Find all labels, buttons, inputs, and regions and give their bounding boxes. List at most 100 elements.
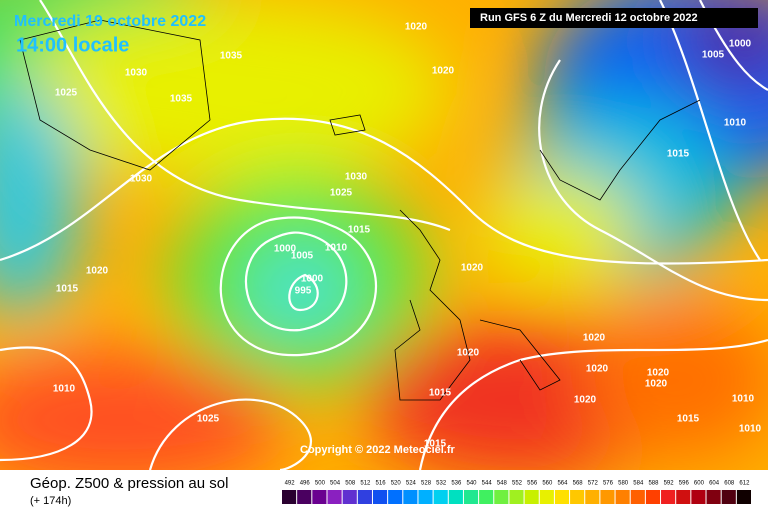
scale-swatch [297,490,312,504]
scale-swatch [585,490,600,504]
scale-swatch [418,490,433,504]
scale-label: 492 [285,481,296,487]
isobar-label: 995 [295,286,312,297]
scale-label: 496 [300,481,311,487]
scale-swatch [494,490,509,504]
isobar-label: 1025 [197,414,220,425]
scale-swatch [554,490,570,504]
isobar-label: 1020 [405,22,428,33]
isobar-label: 1025 [55,88,78,99]
scale-label: 548 [497,481,508,487]
scale-label: 516 [376,481,387,487]
isobar-label: 1020 [645,379,668,390]
isobar-label: 1020 [461,263,484,274]
scale-swatch [721,490,736,504]
isobar-label: 1010 [732,394,755,405]
isobar-label: 1015 [677,414,700,425]
scale-label: 600 [694,481,705,487]
scale-swatch [433,490,448,504]
scale-label: 508 [345,481,356,487]
scale-swatch [600,490,615,504]
isobar-label: 1035 [220,51,243,62]
scale-swatch [661,490,676,504]
color-scale: 492 496 500 504 508 512 516 520 524 528 532 536 540 5… [282,481,751,504]
scale-swatch [509,490,524,504]
isobar-label: 1005 [291,251,314,262]
scale-swatch [372,490,388,504]
scale-label: 524 [406,481,417,487]
scale-label: 592 [664,481,675,487]
scale-swatch [448,490,463,504]
scale-swatch [630,490,645,504]
isobar-label: 1015 [667,149,690,160]
scale-label: 544 [482,481,493,487]
isobar-label: 1020 [586,364,609,375]
isobar-label: 1030 [125,68,148,79]
scale-swatch [524,490,539,504]
isobar-label: 1020 [574,395,597,406]
lead-time: (+ 174h) [30,495,71,507]
scale-label: 584 [633,481,644,487]
isobar-label: 1005 [702,50,725,61]
scale-label: 596 [679,481,690,487]
isobar-label: 1010 [53,384,76,395]
scale-label: 520 [391,481,402,487]
isobar-label: 1000 [729,39,752,50]
isobar-label: 1020 [457,348,480,359]
scale-swatch [706,490,721,504]
scale-label: 504 [330,481,341,487]
scale-swatch [357,490,372,504]
scale-label: 552 [512,481,523,487]
scale-label: 580 [618,481,629,487]
isobars [0,0,768,472]
isobar-label: 1030 [130,174,153,185]
isobar-label: 1010 [739,424,762,435]
scale-swatch [403,490,418,504]
scale-swatch [736,490,751,504]
isobar-label: 1020 [583,333,606,344]
scale-swatch [691,490,706,504]
isobar-label: 1030 [345,172,368,183]
scale-swatch [676,490,691,504]
scale-swatch [388,490,403,504]
run-box [470,8,758,28]
scale-swatch [570,490,585,504]
isobar-label: 1015 [56,284,79,295]
scale-swatch [645,490,661,504]
copyright: Copyright © 2022 Meteociel.fr [300,444,456,456]
scale-swatch [539,490,554,504]
scale-label: 612 [739,481,750,487]
isobar-label: 1020 [86,266,109,277]
isobar-label: 1010 [325,243,348,254]
scale-swatch [312,490,327,504]
forecast-time: 14:00 locale [16,34,129,56]
scale-swatch [615,490,630,504]
scale-label: 536 [451,481,462,487]
footer-title: Géop. Z500 & pression au sol [30,475,228,492]
scale-label: 588 [648,481,659,487]
forecast-date: Mercredi 19 octobre 2022 [14,13,206,30]
scale-label: 568 [573,481,584,487]
isobar-label: 1015 [348,225,371,236]
scale-label: 576 [603,481,614,487]
isobar-label: 1010 [724,118,747,129]
scale-label: 528 [421,481,432,487]
scale-label: 572 [588,481,599,487]
scale-label: 556 [527,481,538,487]
isobar-label: 1015 [429,388,452,399]
scale-label: 564 [557,481,568,487]
scale-swatch [463,490,479,504]
scale-label: 560 [542,481,553,487]
scale-label: 532 [436,481,447,487]
scale-label: 608 [724,481,735,487]
isobar-label: 1020 [647,368,670,379]
scale-swatch [327,490,342,504]
isobar-label: 1000 [301,274,324,285]
isobar-label: 1000 [274,244,297,255]
coastlines [19,19,701,401]
isobar-label: 1020 [432,66,455,77]
scale-label: 540 [467,481,478,487]
scale-swatch [479,490,494,504]
